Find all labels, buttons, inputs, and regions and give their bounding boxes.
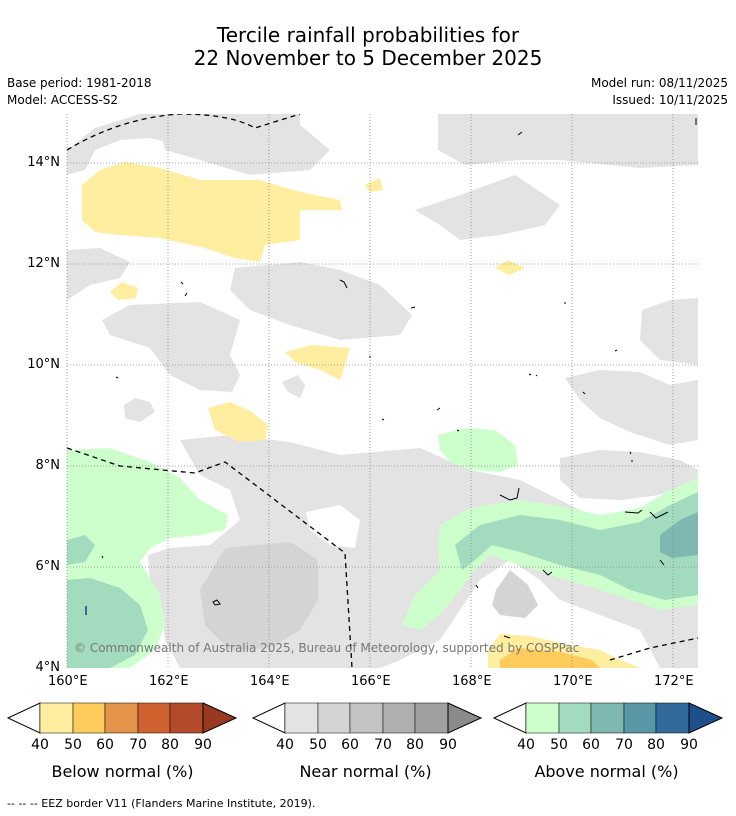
legend-above-tick: 40: [517, 737, 535, 753]
near-normal-region: [438, 114, 698, 168]
below-normal-region: [285, 345, 350, 380]
legend-below-tick: 90: [194, 737, 212, 753]
near-normal-region: [640, 298, 698, 365]
legend-below-tick: 70: [129, 737, 147, 753]
lon-label-170e: 170°E: [553, 674, 593, 689]
lat-label-14n: 14°N: [27, 155, 60, 170]
lon-label-168e: 168°E: [452, 674, 492, 689]
below-normal-region: [365, 178, 383, 192]
legend-near-tick: 50: [309, 737, 327, 753]
below-normal-region: [495, 260, 525, 275]
lat-label-8n: 8°N: [35, 458, 61, 473]
legend-above-normal: [492, 702, 724, 734]
legend-below-tick: 60: [96, 737, 114, 753]
eez-border: [67, 114, 698, 668]
lat-label-4n: 4°N: [35, 660, 61, 675]
above-normal-region: [67, 578, 148, 668]
above-normal-region: [455, 492, 698, 600]
lon-label-160e: 160°E: [48, 674, 88, 689]
legend-below-title: Below normal (%): [51, 762, 194, 781]
legend-below-tick: 80: [161, 737, 179, 753]
lat-label-10n: 10°N: [27, 357, 60, 372]
legend-near-tick: 80: [406, 737, 424, 753]
lon-label-172e: 172°E: [654, 674, 694, 689]
near-normal-region: [160, 120, 330, 175]
above-normal-region: [660, 512, 698, 558]
legend-above-tick: 70: [615, 737, 633, 753]
legend-above-tick: 50: [550, 737, 568, 753]
base-period: Base period: 1981-2018: [7, 76, 152, 90]
graticule: [66, 114, 698, 668]
below-normal-region: [82, 162, 342, 262]
legend-near-title: Near normal (%): [299, 762, 432, 781]
legend-above-tick: 60: [582, 737, 600, 753]
near-normal-region: [565, 370, 698, 445]
lon-label-166e: 166°E: [351, 674, 391, 689]
near-normal-region: [282, 375, 305, 398]
legend-below-tick: 50: [64, 737, 82, 753]
legend-above-tick: 90: [680, 737, 698, 753]
below-normal-region: [500, 648, 600, 668]
lat-label-6n: 6°N: [35, 559, 61, 574]
map-title-line1: Tercile rainfall probabilities for: [216, 23, 520, 47]
below-normal-region: [110, 282, 138, 300]
lon-label-162e: 162°E: [149, 674, 189, 689]
near-normal-region: [560, 450, 698, 500]
probability-shading: [67, 114, 698, 668]
legend-near-tick: 90: [439, 737, 457, 753]
near-normal-region: [492, 570, 538, 618]
issued-date: Issued: 10/11/2025: [612, 93, 728, 107]
legend-near-tick: 60: [341, 737, 359, 753]
near-normal-region: [415, 175, 560, 240]
legend-above-title: Above normal (%): [534, 762, 679, 781]
near-normal-region: [102, 302, 240, 392]
model-run-date: Model run: 08/11/2025: [590, 76, 728, 90]
lat-label-12n: 12°N: [27, 256, 60, 271]
near-normal-region: [67, 248, 130, 300]
map-title-line2: 22 November to 5 December 2025: [193, 46, 543, 70]
legend-below-tick: 40: [31, 737, 49, 753]
legend-below-normal: [6, 702, 238, 734]
near-normal-region: [200, 542, 318, 650]
legend-above-tick: 80: [647, 737, 665, 753]
copyright-notice: © Commonwealth of Australia 2025, Bureau…: [74, 641, 580, 655]
lon-label-164e: 164°E: [250, 674, 290, 689]
near-normal-region: [124, 398, 155, 422]
eez-footnote: -- -- -- EEZ border V11 (Flanders Marine…: [7, 797, 316, 810]
below-normal-region: [208, 402, 268, 442]
above-normal-region: [438, 428, 518, 472]
near-normal-region: [230, 262, 412, 340]
legend-near-tick: 70: [374, 737, 392, 753]
islands: [85, 118, 697, 639]
model-name: Model: ACCESS-S2: [7, 93, 119, 107]
above-normal-region: [67, 535, 95, 565]
legend-near-normal: [251, 702, 483, 734]
legend-near-tick: 40: [276, 737, 294, 753]
